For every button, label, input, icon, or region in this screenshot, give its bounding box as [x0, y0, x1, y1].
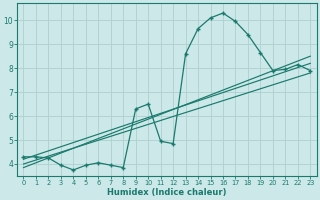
- X-axis label: Humidex (Indice chaleur): Humidex (Indice chaleur): [107, 188, 227, 197]
